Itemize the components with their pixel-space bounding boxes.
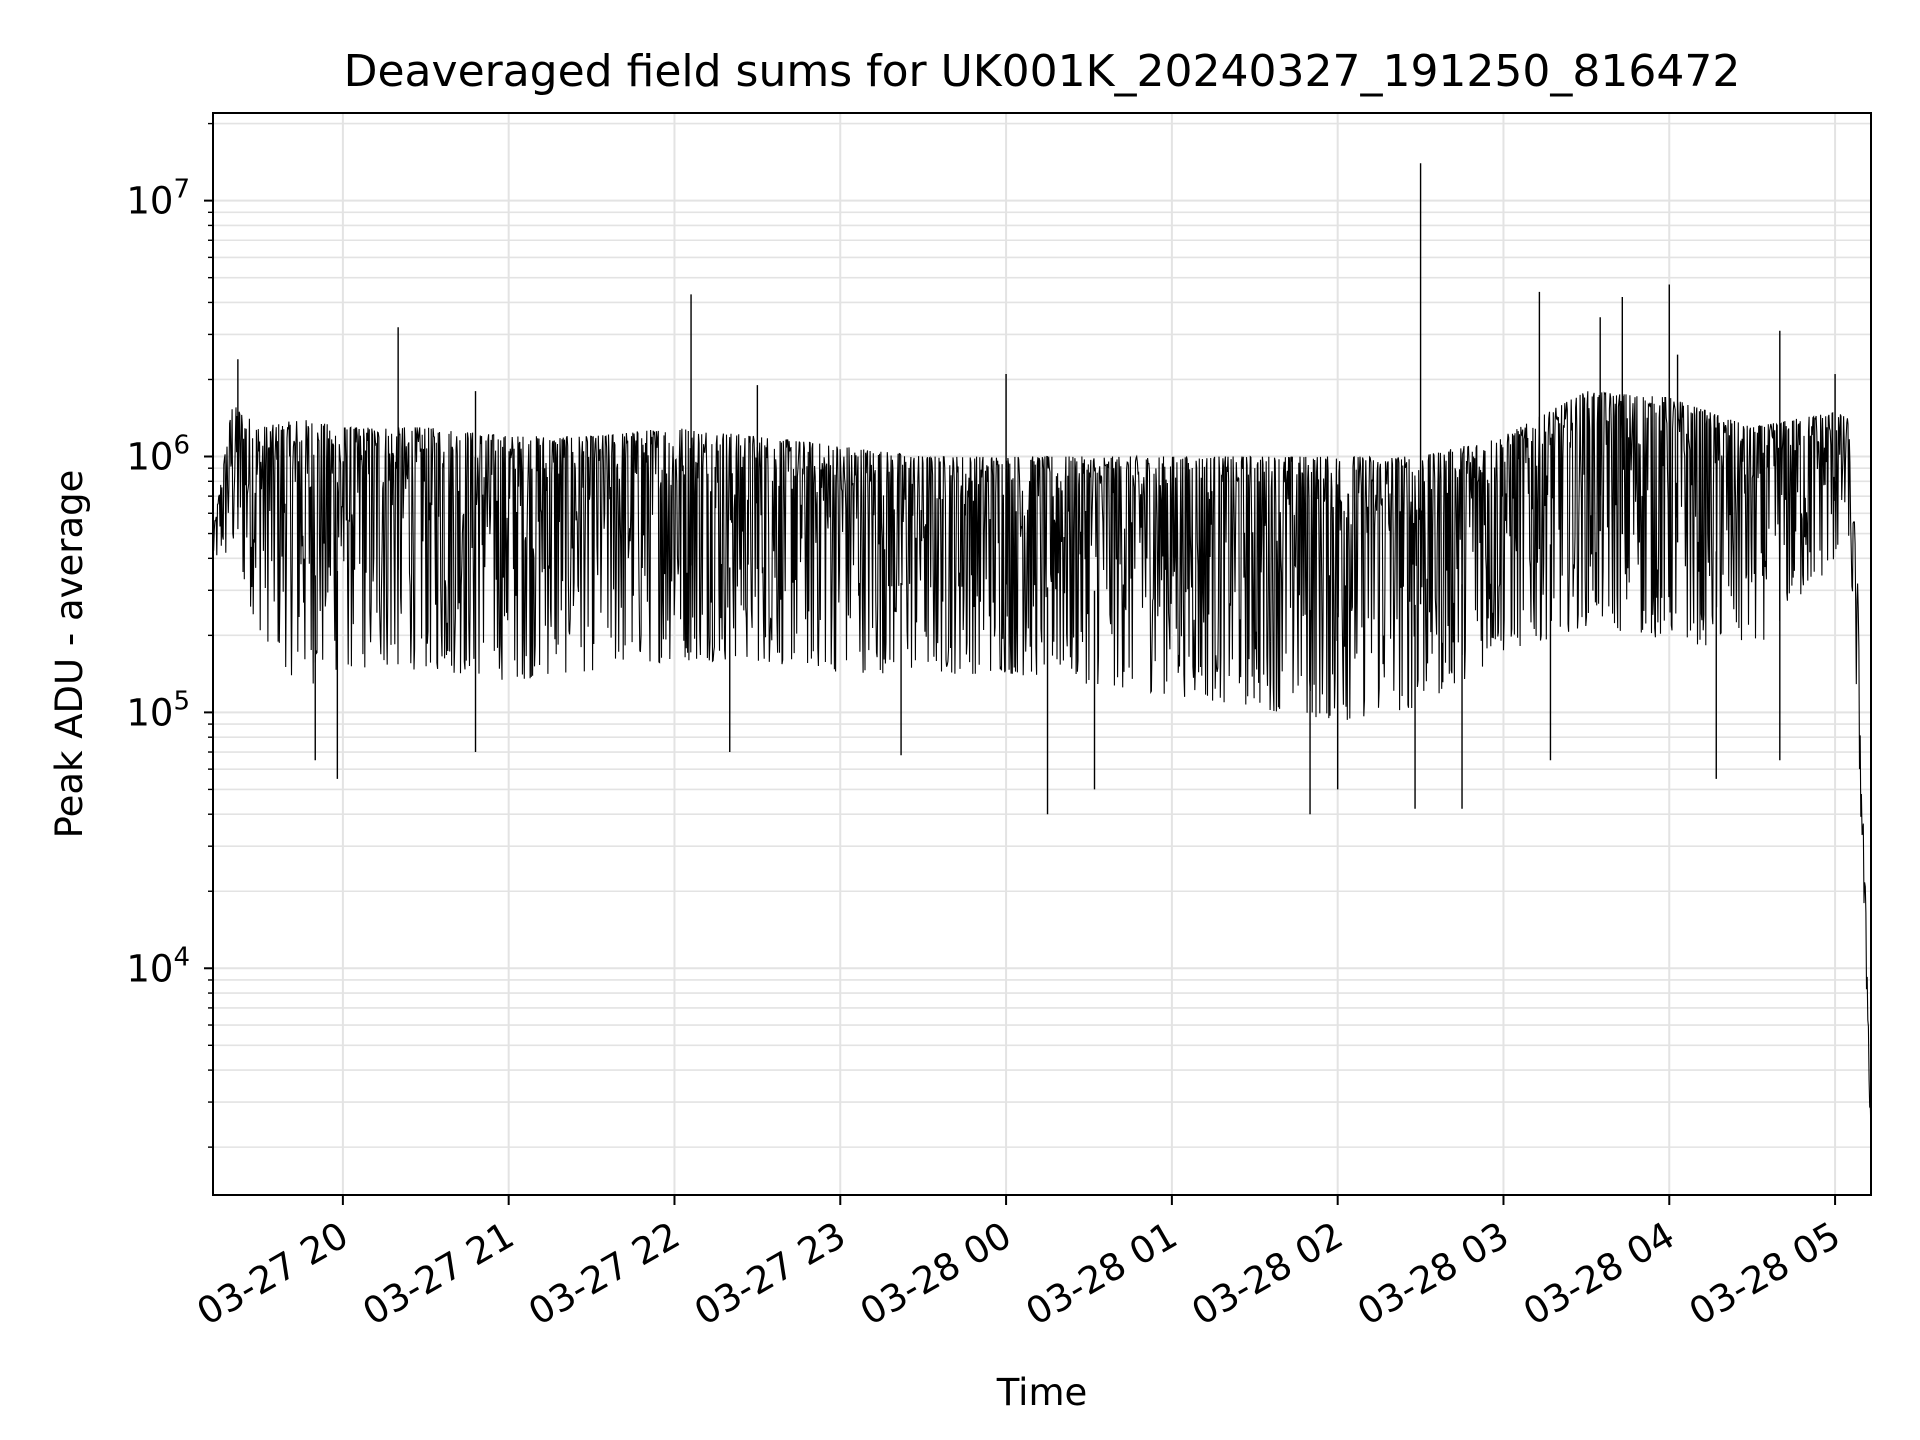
- y-tick-label: 104: [126, 942, 190, 990]
- y-tick-label-exponent: 5: [173, 686, 190, 716]
- x-axis-label: Time: [996, 1371, 1088, 1414]
- y-axis-label: Peak ADU - average: [48, 470, 91, 839]
- y-tick-label-base: 10: [126, 947, 173, 990]
- y-tick-label-base: 10: [126, 691, 173, 734]
- y-tick-label-base: 10: [126, 180, 173, 223]
- y-tick-label: 106: [126, 431, 190, 479]
- y-tick-label-exponent: 4: [173, 942, 190, 972]
- data-series: [212, 163, 1872, 1138]
- y-tick-label-base: 10: [126, 436, 173, 479]
- y-tick-label-exponent: 7: [173, 175, 190, 205]
- y-tick-label: 107: [126, 175, 190, 223]
- plot-frame: [212, 112, 1872, 1196]
- y-tick-label-exponent: 6: [173, 431, 190, 461]
- chart-title: Deaveraged field sums for UK001K_2024032…: [344, 46, 1741, 97]
- series-line: [212, 391, 1872, 1138]
- y-tick-label: 105: [126, 686, 190, 734]
